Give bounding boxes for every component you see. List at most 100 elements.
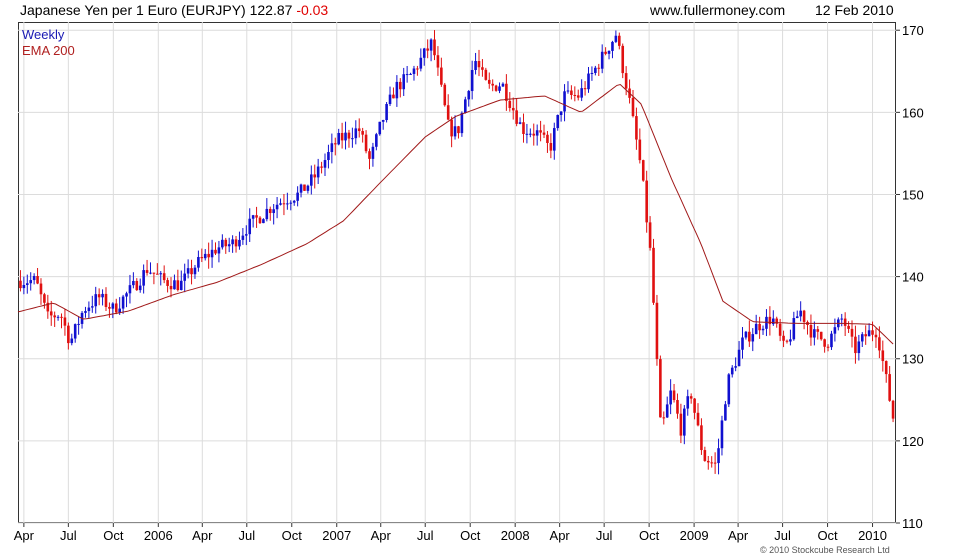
x-tick-label: Oct bbox=[817, 528, 838, 543]
chart-title-text: Japanese Yen per 1 Euro (EURJPY) bbox=[20, 2, 246, 18]
candle-body bbox=[665, 404, 669, 418]
candle-body bbox=[395, 81, 399, 99]
candle-body bbox=[303, 184, 306, 191]
candle-body bbox=[710, 462, 713, 464]
candle-body bbox=[388, 94, 392, 104]
candle-body bbox=[621, 45, 625, 74]
candle-body bbox=[614, 35, 618, 42]
candle-body bbox=[282, 203, 286, 205]
candle-body bbox=[724, 404, 727, 421]
candle-body bbox=[771, 318, 775, 325]
candle-body bbox=[186, 268, 190, 274]
candle-body bbox=[559, 111, 563, 115]
candle-body bbox=[231, 239, 234, 245]
candle-body bbox=[631, 97, 635, 117]
candle-body bbox=[118, 308, 121, 313]
candle-body bbox=[392, 94, 395, 99]
candle-body bbox=[857, 341, 861, 354]
candle-body bbox=[775, 318, 779, 324]
candle-body bbox=[563, 91, 566, 112]
candle-body bbox=[84, 311, 87, 313]
candle-body bbox=[816, 329, 820, 332]
candle-body bbox=[200, 257, 204, 259]
candle-body bbox=[850, 328, 854, 337]
candle-body bbox=[344, 132, 347, 141]
candle-body bbox=[203, 253, 207, 259]
candle-body bbox=[70, 338, 74, 344]
candle-body bbox=[272, 209, 275, 214]
candle-body bbox=[525, 133, 529, 135]
candle-body bbox=[63, 317, 67, 326]
candle-body bbox=[258, 217, 262, 224]
candle-body bbox=[29, 280, 33, 284]
candle-body bbox=[539, 130, 542, 133]
candle-body bbox=[77, 323, 80, 325]
x-tick-label: Jul bbox=[417, 528, 434, 543]
candle-body bbox=[467, 91, 471, 100]
candle-body bbox=[36, 276, 39, 284]
candle-body bbox=[847, 325, 850, 329]
x-tick-label: 2009 bbox=[680, 528, 709, 543]
candle-body bbox=[662, 417, 666, 419]
candle-body bbox=[867, 330, 871, 337]
candle-body bbox=[604, 51, 607, 54]
candle-body bbox=[450, 119, 453, 137]
candle-body bbox=[703, 450, 707, 461]
candle-body bbox=[648, 222, 652, 248]
candle-body bbox=[624, 73, 628, 89]
candle-body bbox=[268, 208, 272, 214]
candle-body bbox=[515, 110, 518, 124]
candle-body bbox=[91, 306, 94, 308]
x-tick-label: 2010 bbox=[858, 528, 887, 543]
candle-body bbox=[262, 219, 265, 224]
legend-weekly: Weekly bbox=[22, 27, 65, 42]
candle-body bbox=[111, 303, 115, 309]
candle-body bbox=[368, 151, 371, 159]
candle-body bbox=[104, 293, 108, 307]
candle-body bbox=[843, 318, 847, 326]
x-tick-label: 2007 bbox=[322, 528, 351, 543]
candle-body bbox=[286, 203, 289, 205]
candle-body bbox=[135, 280, 139, 291]
candle-body bbox=[754, 323, 758, 335]
candle-body bbox=[426, 48, 429, 51]
candle-body bbox=[207, 253, 210, 258]
candle-body bbox=[676, 400, 679, 414]
candle-body bbox=[457, 126, 460, 134]
y-tick-label: 150 bbox=[902, 187, 924, 202]
candle-body bbox=[25, 283, 29, 285]
candle-body bbox=[265, 208, 269, 220]
candle-body bbox=[323, 160, 327, 168]
candle-body bbox=[840, 318, 844, 320]
candle-body bbox=[108, 306, 111, 309]
candle-body bbox=[785, 340, 789, 342]
candle-body bbox=[402, 74, 406, 90]
candle-body bbox=[22, 284, 26, 289]
candle-body bbox=[169, 285, 173, 290]
candle-body bbox=[720, 420, 724, 449]
candle-body bbox=[741, 337, 744, 350]
candle-body bbox=[706, 460, 710, 463]
candle-body bbox=[149, 272, 152, 274]
candle-body bbox=[210, 249, 214, 258]
candle-body bbox=[611, 41, 614, 51]
candle-body bbox=[433, 39, 436, 56]
candle-body bbox=[354, 128, 358, 139]
candle-body bbox=[802, 310, 806, 322]
candle-body bbox=[696, 412, 700, 426]
candle-body bbox=[655, 302, 659, 360]
y-tick-label: 130 bbox=[902, 352, 924, 367]
candle-body bbox=[871, 330, 874, 335]
candle-body bbox=[546, 134, 549, 144]
candle-body bbox=[244, 234, 248, 236]
candle-body bbox=[669, 390, 672, 405]
candle-body bbox=[590, 72, 594, 74]
candle-body bbox=[813, 329, 816, 338]
candle-body bbox=[799, 310, 802, 317]
candle-body bbox=[700, 425, 703, 451]
candle-body bbox=[487, 79, 491, 84]
candle-body bbox=[385, 103, 388, 121]
candle-body bbox=[809, 325, 813, 338]
x-tick-label: Oct bbox=[282, 528, 303, 543]
